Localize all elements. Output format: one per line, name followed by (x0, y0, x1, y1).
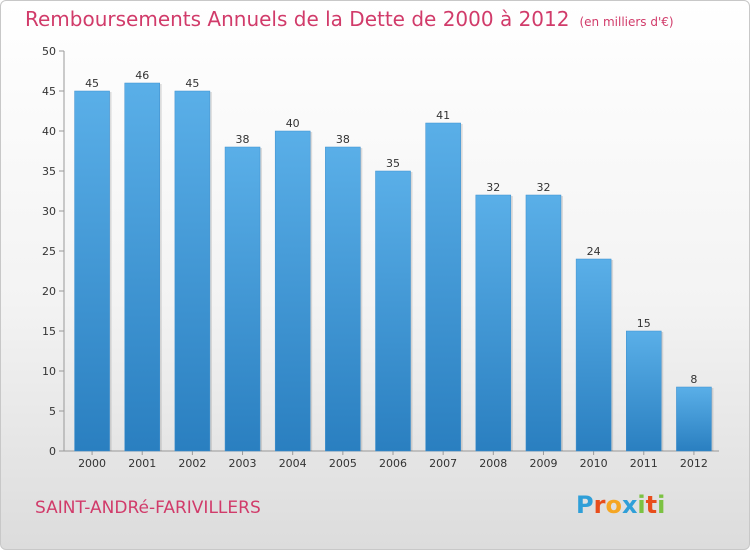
y-tick-label: 45 (42, 85, 56, 98)
bar-value-label: 24 (587, 245, 601, 258)
bar (124, 82, 160, 452)
bar (676, 386, 712, 452)
bar (626, 330, 662, 452)
x-tick-label: 2010 (580, 457, 608, 470)
x-tick-label: 2004 (279, 457, 307, 470)
chart-axes: 0 5 10 15 20 25 30 35 40 45 50 2000 2001 2002 2003 2004… (42, 45, 719, 470)
x-tick-label: 2000 (78, 457, 106, 470)
x-tick-label: 2011 (630, 457, 658, 470)
x-tick-label: 2003 (229, 457, 257, 470)
title-row: Remboursements Annuels de la Dette de 20… (25, 7, 674, 31)
logo-letter: x (621, 491, 638, 519)
logo-letter: P (576, 491, 594, 519)
logo-letter: i (637, 491, 646, 519)
bar-value-label: 45 (185, 77, 199, 90)
y-tick-label: 50 (42, 45, 56, 58)
bar-value-label: 32 (536, 181, 550, 194)
y-tick-label: 25 (42, 245, 56, 258)
y-tick-label: 35 (42, 165, 56, 178)
chart-title: Remboursements Annuels de la Dette de 20… (25, 7, 570, 31)
y-tick-label: 20 (42, 285, 56, 298)
y-tick-label: 30 (42, 205, 56, 218)
bar (475, 194, 512, 452)
x-tick-label: 2001 (128, 457, 156, 470)
logo-letter: i (657, 491, 666, 519)
proxiti-logo: Proxiti (576, 491, 665, 519)
logo-letter: o (605, 491, 622, 519)
bar (274, 130, 311, 452)
chart-bars (74, 82, 714, 452)
bar (325, 146, 361, 452)
x-tick-label: 2008 (479, 457, 507, 470)
bar-value-label: 35 (386, 157, 400, 170)
y-tick-label: 10 (42, 365, 56, 378)
bar-value-label: 46 (135, 69, 149, 82)
y-tick-label: 5 (49, 405, 56, 418)
logo-letter: r (593, 491, 606, 519)
bar-value-label: 45 (85, 77, 99, 90)
bar-value-label: 41 (436, 109, 450, 122)
bar (425, 122, 461, 452)
logo-letter: t (645, 491, 658, 519)
y-tick-label: 40 (42, 125, 56, 138)
bar (525, 194, 562, 452)
x-tick-label: 2005 (329, 457, 357, 470)
bar-value-label: 40 (286, 117, 300, 130)
bar-value-label: 38 (236, 133, 250, 146)
x-tick-label: 2009 (529, 457, 557, 470)
x-tick-label: 2002 (178, 457, 206, 470)
bar (575, 258, 612, 452)
bar (74, 90, 110, 452)
chart-value-labels: 45 46 45 38 40 38 35 41 32 32 24 15 8 (85, 69, 697, 386)
bar-value-label: 8 (690, 373, 697, 386)
bar (375, 170, 411, 452)
x-tick-label: 2012 (680, 457, 708, 470)
x-tick-label: 2007 (429, 457, 457, 470)
bar-value-label: 15 (637, 317, 651, 330)
chart-subtitle: (en milliers d'€) (579, 15, 674, 29)
y-tick-label: 15 (42, 325, 56, 338)
bar-value-label: 32 (486, 181, 500, 194)
x-tick-label: 2006 (379, 457, 407, 470)
bar-value-label: 38 (336, 133, 350, 146)
bar (224, 146, 261, 452)
commune-name: SAINT-ANDRé-FARIVILLERS (35, 498, 261, 518)
y-tick-label: 0 (49, 445, 56, 458)
bar (174, 90, 211, 452)
